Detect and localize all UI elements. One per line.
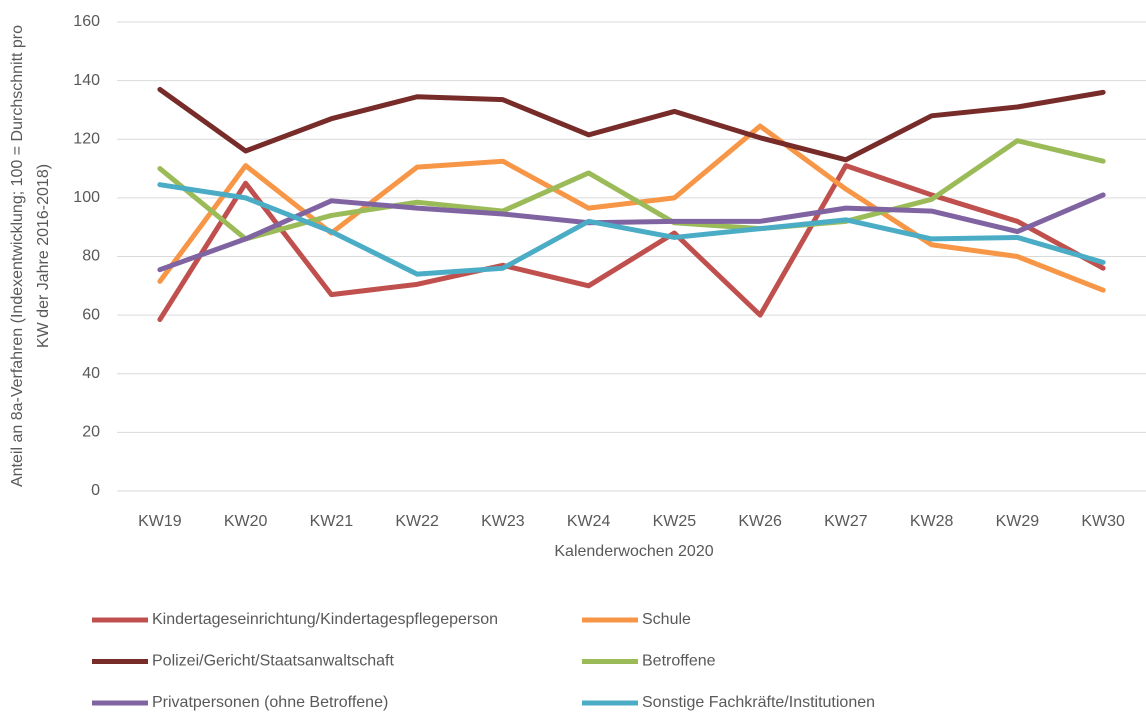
x-tick-label: KW21 xyxy=(310,513,354,530)
legend-label: Polizei/Gericht/Staatsanwaltschaft xyxy=(152,653,394,670)
y-tick-label: 100 xyxy=(73,189,100,206)
x-tick-label: KW26 xyxy=(738,513,782,530)
x-axis-title: Kalenderwochen 2020 xyxy=(554,543,713,560)
series-line xyxy=(157,182,1106,277)
x-tick-label: KW27 xyxy=(824,513,868,530)
x-tick-label: KW20 xyxy=(224,513,268,530)
y-tick-label: 160 xyxy=(73,13,100,30)
legend-label: Sonstige Fachkräfte/Institutionen xyxy=(642,694,875,711)
legend-label: Kindertageseinrichtung/Kindertagespflege… xyxy=(152,611,498,628)
legend-label: Betroffene xyxy=(642,653,716,670)
y-tick-label: 40 xyxy=(82,365,100,382)
x-tick-label: KW22 xyxy=(395,513,439,530)
series-line xyxy=(157,138,1106,242)
series-line xyxy=(157,123,1106,293)
y-axis-title: Anteil an 8a-Verfahren (Indexentwicklung… xyxy=(9,25,26,487)
series-line xyxy=(157,86,1106,163)
series-line xyxy=(157,192,1106,273)
y-tick-label: 60 xyxy=(82,306,100,323)
series-line xyxy=(157,163,1106,323)
x-tick-label: KW28 xyxy=(910,513,954,530)
x-tick-label: KW30 xyxy=(1081,513,1125,530)
y-tick-label: 80 xyxy=(82,248,100,265)
y-tick-label: 140 xyxy=(73,72,100,89)
legend-label: Schule xyxy=(642,611,691,628)
y-tick-label: 20 xyxy=(82,424,100,441)
y-axis-title: KW der Jahre 2016-2018) xyxy=(35,164,52,348)
x-tick-label: KW19 xyxy=(138,513,182,530)
legend-label: Privatpersonen (ohne Betroffene) xyxy=(152,694,388,711)
y-tick-label: 0 xyxy=(91,482,100,499)
x-tick-label: KW23 xyxy=(481,513,525,530)
x-tick-label: KW29 xyxy=(996,513,1040,530)
x-tick-label: KW24 xyxy=(567,513,611,530)
y-tick-label: 120 xyxy=(73,130,100,147)
x-tick-label: KW25 xyxy=(653,513,697,530)
